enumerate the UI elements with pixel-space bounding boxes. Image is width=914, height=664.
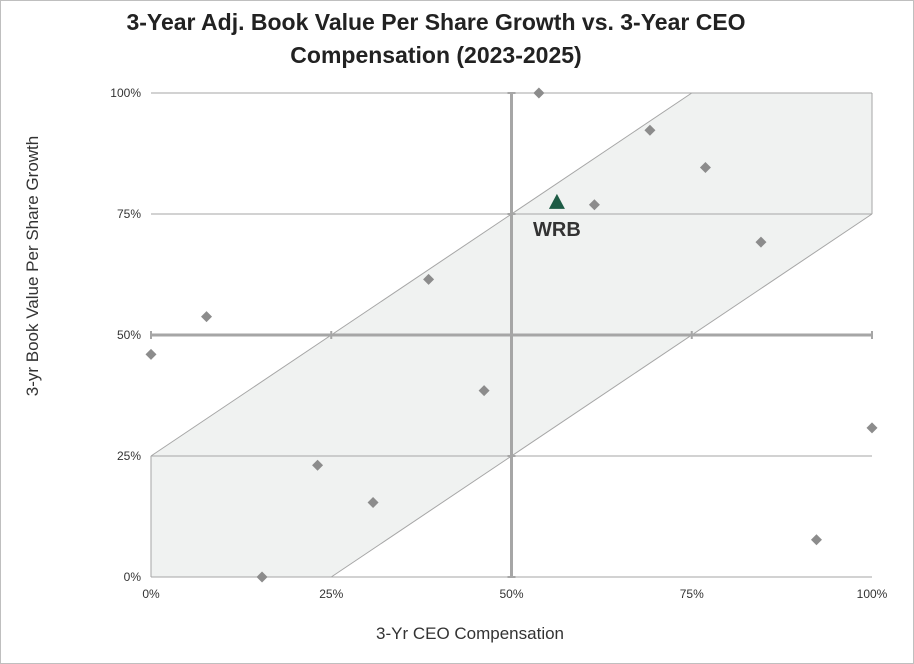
peer-point [699,162,711,174]
x-tick-label: 50% [499,587,523,601]
x-tick-label: 25% [319,587,343,601]
peer-point [478,385,490,397]
y-tick-label: 100% [110,86,141,100]
peer-point [312,459,324,471]
y-tick-label: 0% [124,570,142,584]
x-tick-label: 100% [857,587,888,601]
peer-point [644,124,656,136]
y-tick-label: 75% [117,207,141,221]
peer-point [588,199,600,211]
peer-point [201,311,213,323]
x-axis-label: 3-Yr CEO Compensation [375,624,565,643]
peer-point [256,571,268,583]
chart-title: 3-Year Adj. Book Value Per Share Growth … [126,9,746,68]
band-upper-edge [150,92,693,457]
peer-point [423,273,435,285]
peer-point [866,422,878,434]
y-tick-label: 50% [117,328,141,342]
peer-point [810,534,822,546]
peer-point [367,496,379,508]
highlight-point [548,193,565,209]
y-tick-label: 25% [117,449,141,463]
peer-point [755,236,767,248]
peer-point [533,87,545,99]
peer-point [145,348,157,360]
band-lower-edge [330,213,873,578]
highlight-label: WRB [533,219,581,241]
x-tick-label: 0% [142,587,160,601]
x-tick-label: 75% [680,587,704,601]
